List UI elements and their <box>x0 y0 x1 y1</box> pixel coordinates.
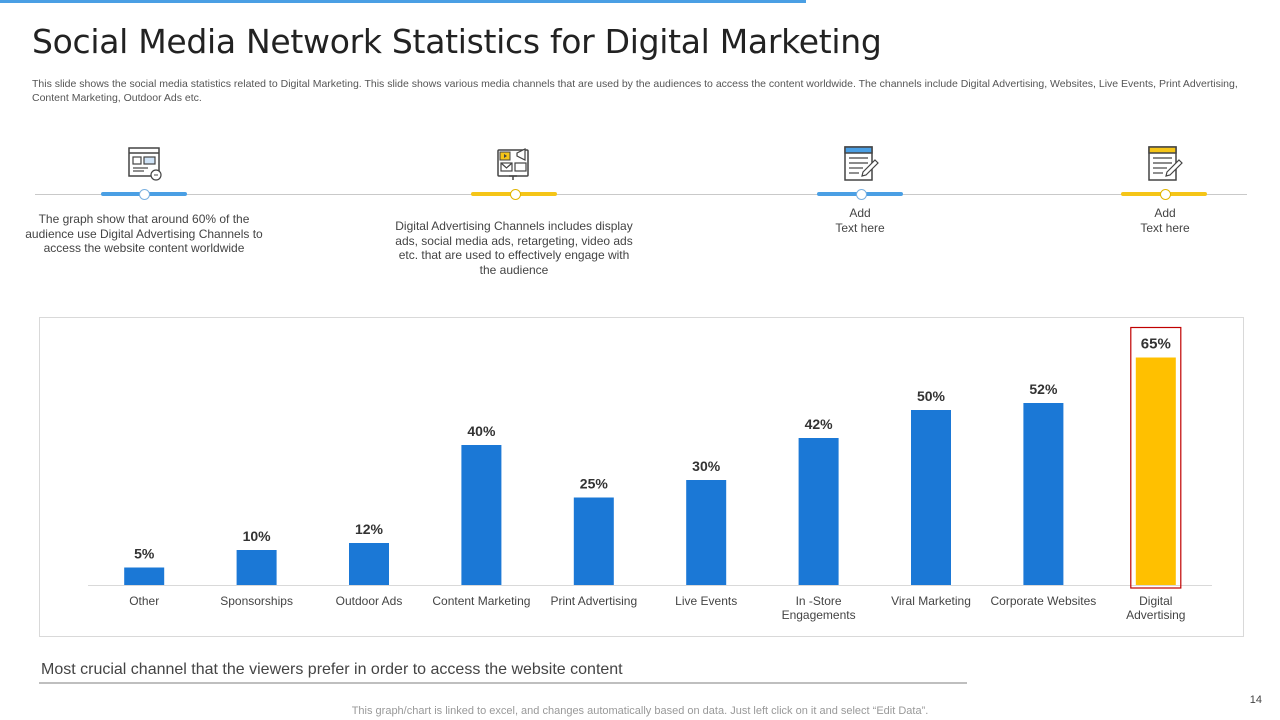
timeline-text: Add Text here <box>1140 206 1190 235</box>
timeline-text: Add Text here <box>835 206 885 235</box>
notepad-pencil-icon <box>841 144 881 184</box>
page-number: 14 <box>1249 694 1262 706</box>
page-title: Social Media Network Statistics for Digi… <box>32 22 882 61</box>
category-label: Content Marketing <box>432 594 530 608</box>
digital-advertising-icon <box>495 144 535 184</box>
category-label: In -Store <box>796 594 842 608</box>
top-accent-bar <box>0 0 806 3</box>
data-label: 10% <box>243 528 272 544</box>
category-label: Outdoor Ads <box>336 594 403 608</box>
data-label: 25% <box>580 476 609 492</box>
notepad-pencil-icon <box>1145 144 1185 184</box>
chart-bar <box>236 550 277 585</box>
bar-chart: 5% Other 10% Sponsorships 12% Outdoor Ads 40% C… <box>88 326 1212 622</box>
data-label: 5% <box>134 546 155 562</box>
bottom-caption: Most crucial channel that the viewers pr… <box>41 661 623 678</box>
data-label: 40% <box>467 423 496 439</box>
data-label: 30% <box>692 458 721 474</box>
category-label: Engagements <box>782 608 856 622</box>
chart-bar <box>798 438 839 585</box>
timeline-dot <box>1160 189 1171 200</box>
category-label: Sponsorships <box>220 594 293 608</box>
chart-bar <box>573 497 614 585</box>
chart-bar <box>1135 357 1176 585</box>
category-label: Live Events <box>675 594 737 608</box>
data-label: 50% <box>917 388 946 404</box>
chart-bar <box>1023 403 1064 585</box>
category-label: Print Advertising <box>550 594 637 608</box>
category-label: Digital <box>1139 594 1172 608</box>
bar-chart-frame: 5% Other 10% Sponsorships 12% Outdoor Ads 40% C… <box>39 317 1244 637</box>
chart-bar <box>124 567 165 585</box>
chart-bar <box>911 410 951 585</box>
website-browser-icon <box>126 144 166 184</box>
timeline-text: Digital Advertising Channels includes di… <box>395 219 633 277</box>
category-label: Other <box>129 594 159 608</box>
highlight-box <box>1130 326 1182 589</box>
page-subtitle: This slide shows the social media statis… <box>32 78 1238 104</box>
data-label: 42% <box>805 416 834 432</box>
chart-bar <box>349 543 389 585</box>
timeline-text: The graph show that around 60% of the au… <box>25 212 263 255</box>
chart-footnote: This graph/chart is linked to excel, and… <box>351 705 929 717</box>
category-label: Corporate Websites <box>990 594 1096 608</box>
timeline-dot <box>510 189 521 200</box>
data-label: 12% <box>355 521 384 537</box>
chart-bar <box>686 480 727 585</box>
bottom-caption-underline <box>39 682 967 684</box>
category-label: Advertising <box>1126 608 1185 622</box>
timeline-line <box>35 194 1247 195</box>
timeline-dot <box>139 189 150 200</box>
timeline-dot <box>856 189 867 200</box>
data-label: 65% <box>1141 336 1171 353</box>
chart-bar <box>461 445 502 585</box>
category-label: Viral Marketing <box>891 594 971 608</box>
data-label: 52% <box>1029 381 1058 397</box>
